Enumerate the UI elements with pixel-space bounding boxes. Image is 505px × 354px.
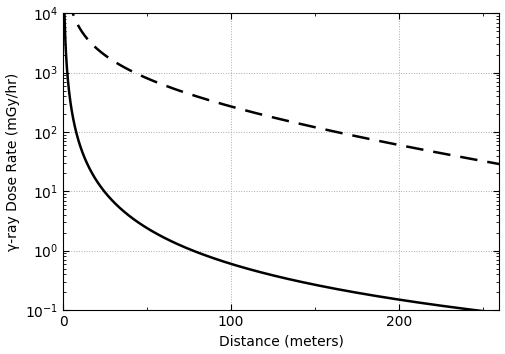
X-axis label: Distance (meters): Distance (meters) xyxy=(219,335,344,348)
Y-axis label: γ-ray Dose Rate (mGy/hr): γ-ray Dose Rate (mGy/hr) xyxy=(6,73,20,251)
